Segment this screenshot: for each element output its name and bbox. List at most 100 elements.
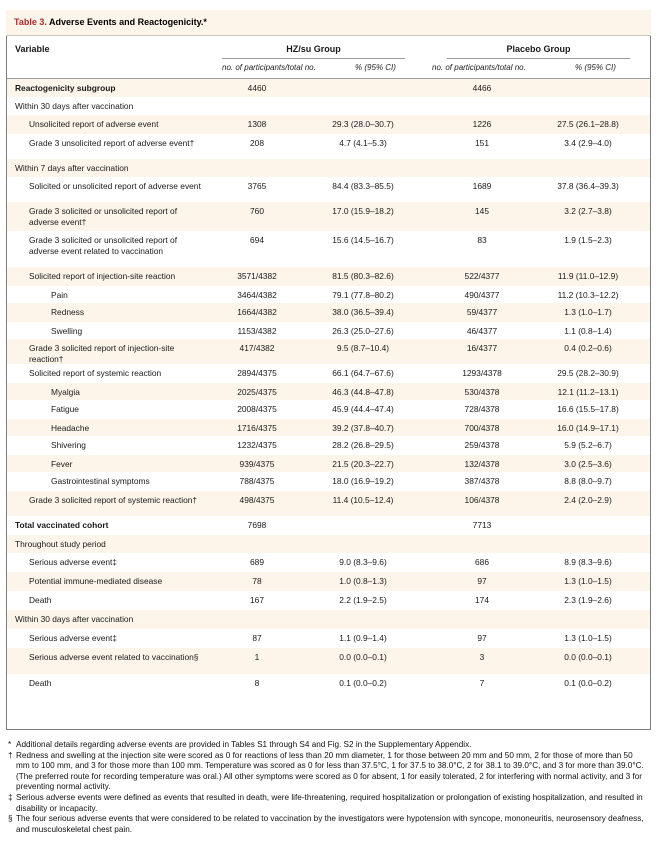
placebo-percent: 12.1 (11.2–13.1) (557, 387, 619, 397)
hzsu-percent: 0.0 (0.0–0.1) (339, 652, 387, 662)
table-row: Shivering 1232/4375 28.2 (26.8–29.5) 259/43… (7, 436, 650, 455)
placebo-percent: 1.3 (1.0–1.7) (564, 307, 612, 317)
placebo-count: 7713 (472, 520, 492, 530)
hzsu-count: 1153/4382 (237, 326, 277, 336)
row-label: Death (29, 678, 52, 688)
hzsu-percent: 66.1 (64.7–67.6) (332, 368, 394, 378)
group1-underline (222, 58, 405, 59)
hzsu-percent: 0.1 (0.0–0.2) (339, 678, 387, 688)
placebo-count: 46/4377 (466, 326, 498, 336)
placebo-percent: 1.3 (1.0–1.5) (564, 576, 612, 586)
table-row: Redness 1664/4382 38.0 (36.5–39.4) 59/4377 1… (7, 303, 650, 322)
row-label: Within 30 days after vaccination (15, 614, 134, 624)
footnote: † Redness and swelling at the injection s… (8, 750, 644, 792)
hzsu-percent: 11.4 (10.5–12.4) (332, 495, 394, 505)
placebo-count: 106/4378 (464, 495, 500, 505)
placebo-percent: 8.9 (8.3–9.6) (564, 557, 612, 567)
table-row: Grade 3 solicited or unsolicited report … (7, 231, 650, 267)
footnote-text: Additional details regarding adverse eve… (16, 740, 472, 749)
placebo-count: 16/4377 (466, 343, 498, 353)
table-row: Solicited report of systemic reaction 289… (7, 364, 650, 383)
row-label: Headache (51, 423, 90, 433)
placebo-count: 3 (479, 652, 485, 662)
placebo-percent: 2.3 (1.9–2.6) (564, 595, 612, 605)
table-label: Table 3. (14, 17, 47, 27)
hzsu-percent: 15.6 (14.5–16.7) (332, 235, 394, 245)
row-label: Fatigue (51, 404, 79, 414)
table-row: Solicited report of injection-site react… (7, 267, 650, 286)
placebo-count: 151 (475, 138, 489, 148)
placebo-count: 530/4378 (464, 387, 500, 397)
hzsu-count: 417/4382 (239, 343, 275, 353)
placebo-percent: 3.2 (2.7–3.8) (564, 206, 612, 216)
row-label: Solicited or unsolicited report of adver… (29, 181, 201, 191)
placebo-count: 97 (477, 576, 487, 586)
row-label: Total vaccinated cohort (15, 520, 109, 530)
row-label: Grade 3 solicited or unsolicited report … (29, 235, 178, 256)
placebo-count: 145 (475, 206, 489, 216)
table-title-bar: Table 3. Adverse Events and Reactogenici… (6, 10, 651, 36)
group2-underline (447, 58, 630, 59)
table-row: Throughout study period (7, 535, 650, 553)
placebo-count: 700/4378 (464, 423, 500, 433)
hzsu-count: 1 (254, 652, 260, 662)
table-row: Solicited or unsolicited report of adver… (7, 177, 650, 202)
hzsu-count: 208 (250, 138, 264, 148)
hzsu-count: 2894/4375 (237, 368, 277, 378)
row-label: Grade 3 unsolicited report of adverse ev… (29, 138, 195, 148)
table-row: Swelling 1153/4382 26.3 (25.0–27.6) 46/4377… (7, 322, 650, 339)
table-row: Pain 3464/4382 79.1 (77.8–80.2) 490/4377 11.… (7, 286, 650, 303)
footnote: * Additional details regarding adverse ev… (8, 740, 472, 749)
placebo-percent: 8.8 (8.0–9.7) (564, 476, 612, 486)
footnotes: * Additional details regarding adverse ev… (8, 740, 648, 835)
hzsu-percent: 9.0 (8.3–9.6) (339, 557, 387, 567)
placebo-percent: 0.0 (0.0–0.1) (564, 652, 612, 662)
hzsu-count: 87 (252, 633, 262, 643)
row-label: Myalgia (51, 387, 80, 397)
hzsu-percent: 1.0 (0.8–1.3) (339, 576, 387, 586)
table-row: Potential immune-mediated disease 78 1.0 (… (7, 572, 650, 591)
placebo-count: 686 (475, 557, 489, 567)
placebo-percent: 11.2 (10.3–12.2) (557, 290, 619, 300)
hzsu-count: 788/4375 (239, 476, 275, 486)
hzsu-count: 3765 (247, 181, 267, 191)
table-row: Serious adverse event‡ 689 9.0 (8.3–9.6) 68… (7, 553, 650, 572)
table-row: Grade 3 solicited report of systemic rea… (7, 491, 650, 516)
placebo-percent: 2.4 (2.0–2.9) (564, 495, 612, 505)
hzsu-count: 2025/4375 (237, 387, 277, 397)
hzsu-percent: 38.0 (36.5–39.4) (332, 307, 394, 317)
row-label: Serious adverse event related to vaccina… (29, 652, 199, 662)
placebo-percent: 0.1 (0.0–0.2) (564, 678, 612, 688)
footnote-text: The four serious adverse events that wer… (16, 814, 644, 834)
row-label: Solicited report of systemic reaction (29, 368, 162, 378)
row-label: Redness (51, 307, 85, 317)
table-row: Myalgia 2025/4375 46.3 (44.8–47.8) 530/4378… (7, 383, 650, 400)
placebo-count: 7 (479, 678, 485, 688)
hzsu-percent: 17.0 (15.9–18.2) (332, 206, 394, 216)
hzsu-count: 1664/4382 (237, 307, 277, 317)
placebo-percent: 3.0 (2.5–3.6) (564, 459, 612, 469)
placebo-percent: 0.4 (0.2–0.6) (564, 343, 612, 353)
row-label: Solicited report of injection-site react… (29, 271, 176, 281)
table-row: Reactogenicity subgroup 4460 4466 (7, 79, 650, 97)
placebo-count: 522/4377 (464, 271, 500, 281)
table-row: Serious adverse event‡ 87 1.1 (0.9–1.4) 97 1… (7, 629, 650, 648)
row-label: Within 7 days after vaccination (15, 163, 129, 173)
variable-header: Variable (15, 44, 50, 54)
row-label: Gastrointestinal symptoms (51, 476, 150, 486)
placebo-count: 259/4378 (464, 440, 500, 450)
hzsu-percent: 46.3 (44.8–47.8) (332, 387, 394, 397)
placebo-percent: 11.9 (11.0–12.9) (557, 271, 619, 281)
row-label: Throughout study period (15, 539, 106, 549)
placebo-percent: 16.6 (15.5–17.8) (557, 404, 619, 414)
placebo-percent: 1.1 (0.8–1.4) (564, 326, 612, 336)
table-row: Gastrointestinal symptoms 788/4375 18.0 (1… (7, 472, 650, 491)
group1-pct-subheader: % (95% CI) (355, 63, 396, 72)
placebo-count: 132/4378 (464, 459, 500, 469)
group2-header: Placebo Group (506, 44, 571, 54)
placebo-count: 1226 (472, 119, 492, 129)
hzsu-count: 167 (250, 595, 264, 605)
placebo-count: 387/4378 (464, 476, 500, 486)
hzsu-count: 498/4375 (239, 495, 275, 505)
placebo-count: 1689 (472, 181, 492, 191)
